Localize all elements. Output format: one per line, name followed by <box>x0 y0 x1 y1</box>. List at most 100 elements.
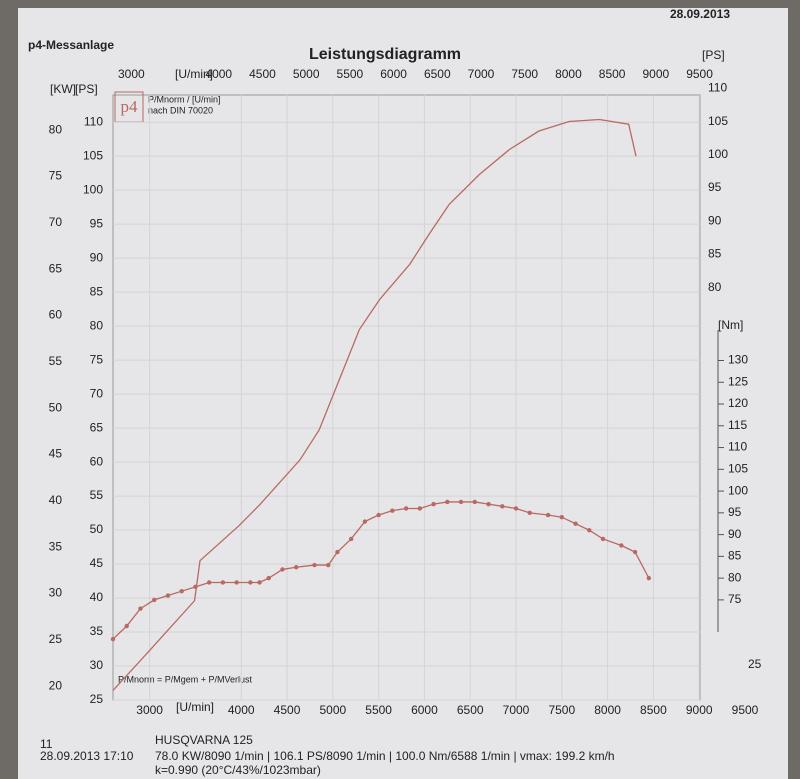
x-tick-label: 4000 <box>228 703 255 717</box>
point <box>220 580 226 585</box>
kw-tick-label: 35 <box>49 539 63 553</box>
right-ps-tick-label: 105 <box>708 114 728 128</box>
right-ps-tick-label: 80 <box>708 280 722 294</box>
x-tick-label: 8000 <box>594 703 621 717</box>
x-tick-label: 7500 <box>548 703 575 717</box>
y-tick-label: 50 <box>90 522 104 536</box>
x2-tick-label: 9000 <box>642 67 669 81</box>
x-tick-label: 8500 <box>640 703 667 717</box>
y2-tick-label: 110 <box>728 440 747 454</box>
point <box>152 597 157 603</box>
paper <box>18 8 788 779</box>
x-tick-label: 5500 <box>365 703 392 717</box>
y-tick-label: 110 <box>84 114 103 128</box>
y2-tick-label: 130 <box>728 353 748 367</box>
header-left: p4-Messanlage <box>28 38 114 52</box>
point <box>312 562 317 568</box>
kw-tick-label: 55 <box>49 354 63 368</box>
annotation: P/Mnorm = P/Mgem + P/MVerlust <box>118 674 253 684</box>
y-label: [PS] <box>75 82 98 96</box>
footer-conditions: k=0.990 (20°C/43%/1023mbar) <box>155 763 321 777</box>
y-tick-label: 35 <box>90 624 104 638</box>
point <box>500 504 505 509</box>
point <box>138 606 143 611</box>
x2-tick-label: 7000 <box>468 67 495 81</box>
y-tick-label: 70 <box>90 386 104 400</box>
right-ps-label: [PS] <box>702 48 725 62</box>
right-ps-tick-label: 90 <box>708 213 722 227</box>
annotation: 25 <box>748 657 762 671</box>
x2-tick-label: 7500 <box>511 67 538 81</box>
y-tick-label: 65 <box>90 420 104 434</box>
x-tick-label: 5000 <box>319 703 346 717</box>
y-tick-label: 75 <box>90 352 104 366</box>
header-date: 28.09.2013 <box>670 7 730 21</box>
right-ps-tick-label: 100 <box>708 147 728 161</box>
point <box>403 506 409 511</box>
kw-tick-label: 80 <box>49 122 63 136</box>
x2-label: [U/min] <box>175 67 213 81</box>
point <box>619 543 624 548</box>
y-tick-label: 85 <box>90 284 104 298</box>
point <box>326 562 331 568</box>
point <box>458 499 464 505</box>
series-line <box>112 118 637 691</box>
y2-tick-label: 125 <box>728 374 748 388</box>
kw-tick-label: 30 <box>49 586 63 600</box>
kw-tick-label: 70 <box>49 215 63 229</box>
point <box>293 565 299 570</box>
point <box>486 501 491 507</box>
point <box>632 549 638 555</box>
y-tick-label: 100 <box>83 182 103 196</box>
x2-tick-label: 5000 <box>293 67 320 81</box>
kw-label: [KW] <box>50 82 76 96</box>
y2-tick-label: 95 <box>728 505 742 519</box>
y2-tick-label: 105 <box>728 461 748 475</box>
right-ps-tick-label: 95 <box>708 180 722 194</box>
footer-page: 11 <box>40 737 53 751</box>
x-tick-label: 6000 <box>411 703 438 717</box>
y2-tick-label: 120 <box>728 396 748 410</box>
point <box>165 593 171 598</box>
y-tick-label: 55 <box>90 488 104 502</box>
point <box>362 519 368 524</box>
point <box>110 636 116 642</box>
y2-tick-label: 90 <box>728 527 742 541</box>
x-tick-label: 9000 <box>686 703 713 717</box>
y-tick-label: 80 <box>90 318 104 332</box>
kw-tick-label: 20 <box>49 678 63 692</box>
kw-tick-label: 40 <box>49 493 63 507</box>
kw-tick-label: 65 <box>49 261 63 275</box>
point <box>587 528 592 533</box>
point <box>266 575 271 581</box>
point <box>335 549 340 555</box>
right-ps-tick-label: 110 <box>708 81 727 95</box>
x2-tick-label: 9500 <box>686 67 713 81</box>
point <box>527 510 532 516</box>
logo: p4 <box>121 97 139 116</box>
footer-datetime: 28.09.2013 17:10 <box>40 749 134 763</box>
point <box>280 567 285 572</box>
y-tick-label: 105 <box>83 148 103 162</box>
x-tick-label: 9500 <box>732 703 759 717</box>
point <box>179 588 184 594</box>
point <box>193 584 198 590</box>
point <box>257 580 262 585</box>
y2-tick-label: 75 <box>728 592 742 606</box>
point <box>573 521 578 526</box>
footer-model: HUSQVARNA 125 <box>155 733 253 747</box>
y-tick-label: 25 <box>90 692 104 706</box>
point <box>646 575 652 581</box>
y-tick-label: 40 <box>90 590 104 604</box>
chart-title: Leistungsdiagramm <box>309 46 461 63</box>
point <box>348 536 354 542</box>
kw-tick-label: 50 <box>49 400 63 414</box>
kw-tick-label: 60 <box>49 308 63 322</box>
point <box>390 508 395 513</box>
x2-tick-label: 3000 <box>118 67 145 81</box>
y2-tick-label: 80 <box>728 570 742 584</box>
x2-tick-label: 5500 <box>337 67 364 81</box>
point <box>445 499 450 505</box>
series-line <box>112 501 650 640</box>
